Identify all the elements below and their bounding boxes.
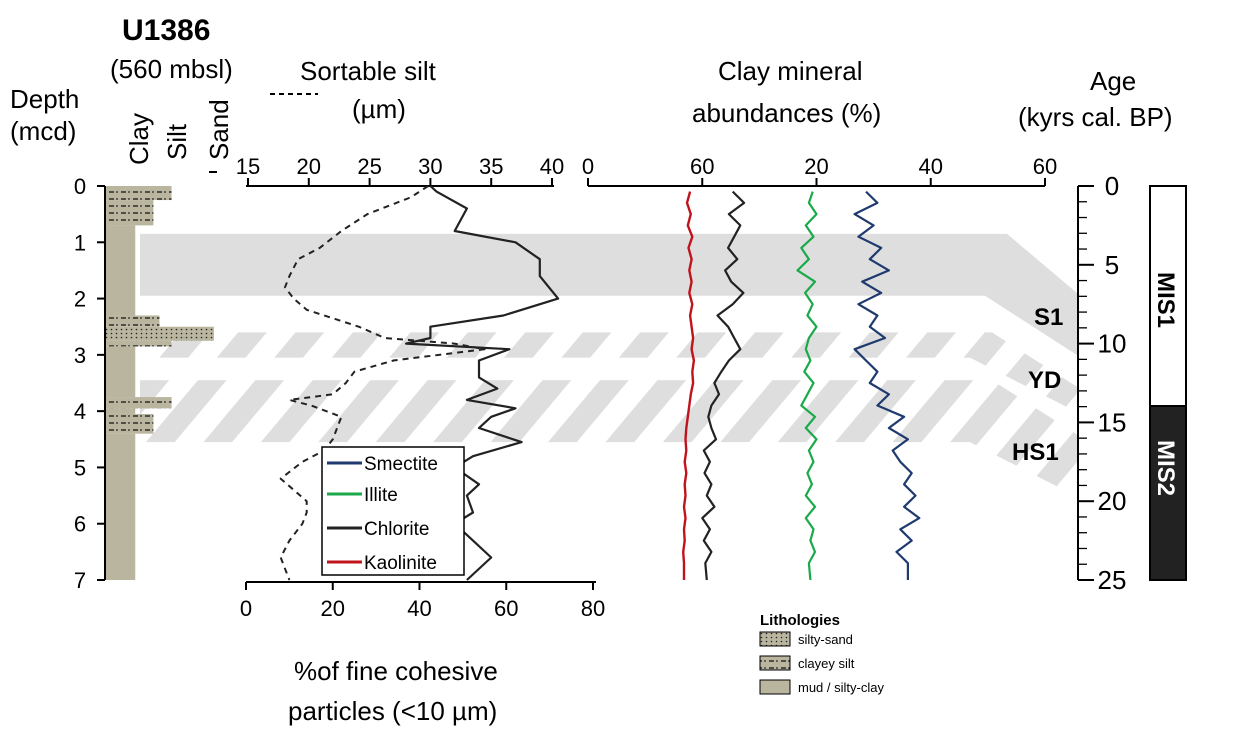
- depth-tick-label-4: 4: [74, 399, 86, 424]
- band-connector-s1: [985, 233, 1078, 356]
- fine-particles-tick-label-0: 0: [240, 596, 252, 621]
- depth-tick-label-1: 1: [74, 230, 86, 255]
- band-connector-hs1: [970, 380, 1078, 498]
- band-connector-yd: [970, 332, 1078, 413]
- fine-particles-tick-label-4: 80: [581, 596, 605, 621]
- mis2-label: MIS2: [1152, 440, 1179, 496]
- site-title: U1386: [122, 14, 210, 47]
- clay-axis-ticks: 0 60 20 40 60: [582, 154, 1057, 186]
- legend-label-chlorite: Chlorite: [364, 519, 429, 540]
- clay-label-2: abundances (%): [692, 98, 881, 128]
- event-bands: [140, 233, 1078, 498]
- sediment-layer-0: [105, 186, 172, 201]
- sortable-silt-tick-label-2: 25: [357, 154, 381, 179]
- depth-tick-label-6: 6: [74, 512, 86, 537]
- fine-axis-label-1: %of fine cohesive: [294, 656, 498, 686]
- mis2-box: [1149, 405, 1187, 581]
- lithology-label-silty-sand: silty-sand: [798, 632, 853, 647]
- age-tick-label-5: 25: [1098, 565, 1127, 595]
- lithology-swatch-mud: [759, 679, 791, 695]
- legend-label-illite: Illite: [364, 485, 398, 506]
- grain-label-sand: Sand: [204, 99, 234, 160]
- clay-tick-label-1: 60: [690, 154, 714, 179]
- depth-label-2: (mcd): [10, 116, 76, 146]
- series-illite: [796, 191, 818, 581]
- age-tick-label-0: 0: [1105, 171, 1119, 201]
- fine-particles-tick-label-1: 20: [321, 596, 345, 621]
- band-hs1: [140, 380, 970, 443]
- lithology-swatch-clayey-silt: [759, 655, 791, 671]
- fine-particles-tick-label-2: 40: [407, 596, 431, 621]
- sortable-silt-tick-label-1: 20: [297, 154, 321, 179]
- band-s1: [140, 233, 985, 296]
- lithology-swatch-silty-sand: [759, 631, 791, 647]
- age-tick-label-1: 5: [1105, 250, 1119, 280]
- clay-tick-label-2: 20: [804, 154, 828, 179]
- water-depth: (560 mbsl): [110, 54, 233, 84]
- clay-label-1: Clay mineral: [718, 56, 863, 86]
- sediment-layer-5: [105, 340, 172, 347]
- series-kaolinite: [682, 191, 696, 580]
- sortable-silt-axis-ticks: 15 20 25 30 35 40: [236, 154, 564, 186]
- sortable-silt-tick-label-3: 30: [418, 154, 442, 179]
- age-tick-label-2: 10: [1098, 329, 1127, 359]
- series-smectite: [853, 190, 921, 580]
- clay-tick-label-3: 40: [919, 154, 943, 179]
- sortable-silt-tick-label-4: 35: [479, 154, 503, 179]
- series-layer: [279, 185, 921, 581]
- event-label-s1: S1: [1034, 304, 1063, 331]
- clay-tick-label-4: 60: [1033, 154, 1057, 179]
- fine-particles-axis-ticks: 0 20 40 60 80: [240, 582, 605, 621]
- depth-label-1: Depth: [10, 84, 79, 114]
- series-chlorite: [701, 190, 746, 581]
- sediment-layer-8: [105, 408, 136, 414]
- series-fine-cohesive-particles: [279, 185, 486, 581]
- depth-tick-label-3: 3: [74, 343, 86, 368]
- mis1-label: MIS1: [1152, 272, 1179, 328]
- band-yd: [140, 332, 970, 358]
- fine-particles-tick-label-3: 60: [494, 596, 518, 621]
- legend: Smectite Illite Chlorite Kaolinite: [321, 446, 465, 576]
- sediment-layer-3: [105, 315, 160, 327]
- depth-tick-label-2: 2: [74, 287, 86, 312]
- depth-tick-label-7: 7: [74, 568, 86, 593]
- grain-label-clay: Clay: [124, 113, 154, 165]
- depth-tick-label-5: 5: [74, 455, 86, 480]
- age-label-2: (kyrs cal. BP): [1018, 102, 1173, 132]
- clay-tick-label-0: 0: [582, 154, 594, 179]
- sortable-silt-label-1: Sortable silt: [300, 56, 437, 86]
- legend-label-kaolinite: Kaolinite: [364, 553, 437, 574]
- sediment-layer-2: [105, 225, 136, 316]
- sediment-layer-10: [105, 433, 136, 580]
- lithology-legend: Lithologies silty-sand clayey silt mud /…: [759, 612, 884, 695]
- event-label-hs1: HS1: [1012, 439, 1059, 466]
- age-tick-label-3: 15: [1098, 407, 1127, 437]
- sediment-layer-4: [105, 326, 214, 341]
- lithology-title: Lithologies: [760, 612, 840, 629]
- sortable-silt-label-2: (µm): [352, 94, 406, 124]
- sortable-silt-tick-label-0: 15: [236, 154, 260, 179]
- sediment-layer-7: [105, 397, 172, 409]
- fine-axis-label-2: particles (<10 µm): [288, 696, 497, 726]
- legend-label-smectite: Smectite: [364, 454, 438, 475]
- sortable-silt-tick-label-5: 40: [540, 154, 564, 179]
- legend-box: [321, 446, 465, 576]
- sediment-layer-1: [105, 200, 154, 226]
- lithology-label-clayey-silt: clayey silt: [798, 656, 855, 671]
- age-label-1: Age: [1090, 66, 1136, 96]
- series-sortable-silt: [405, 185, 560, 581]
- sediment-layer-9: [105, 413, 154, 434]
- age-axis-ticks: 0 5 10 15 20 25: [1078, 171, 1126, 595]
- sediment-layer-6: [105, 346, 136, 398]
- event-label-yd: YD: [1028, 367, 1061, 394]
- depth-tick-label-0: 0: [74, 174, 86, 199]
- age-tick-label-4: 20: [1098, 486, 1127, 516]
- grain-label-silt: Silt: [162, 123, 192, 160]
- sediment-log: [105, 186, 214, 580]
- depth-axis-ticks: 0 1 2 3 4 5 6 7: [74, 174, 105, 593]
- lithology-label-mud: mud / silty-clay: [798, 680, 884, 695]
